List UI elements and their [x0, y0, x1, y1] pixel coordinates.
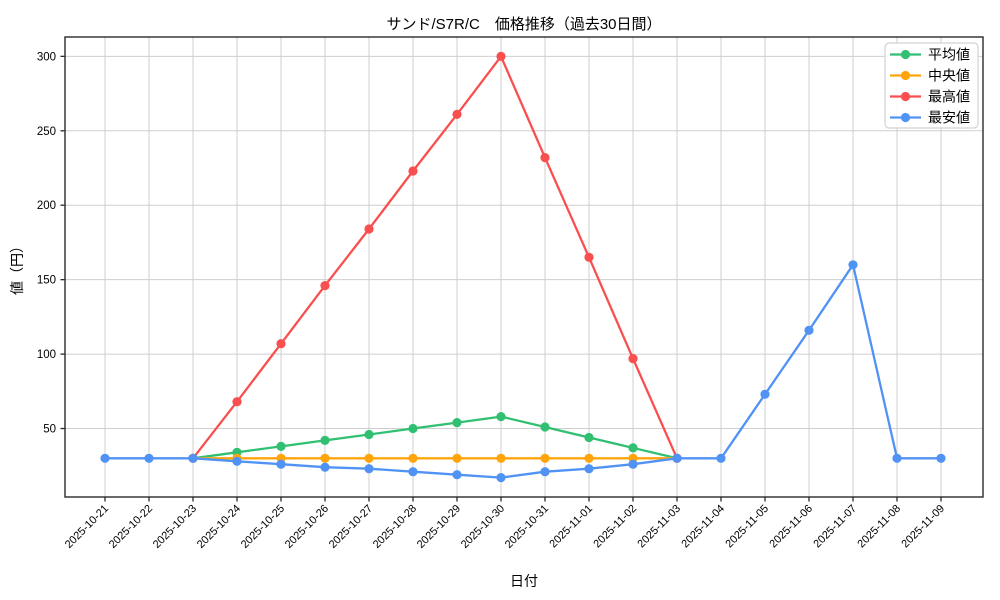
- series-avg-point: [628, 443, 638, 453]
- series-min-point: [100, 453, 110, 463]
- series-median-point: [540, 453, 550, 463]
- series-min-point: [408, 467, 418, 477]
- series-min-point: [584, 464, 594, 474]
- series-max-point: [540, 153, 550, 163]
- x-axis-title: 日付: [510, 573, 538, 589]
- series-avg-point: [320, 435, 330, 445]
- series-min-point: [760, 389, 770, 399]
- x-tick-label: 2025-10-23: [151, 503, 199, 551]
- y-tick-label: 200: [37, 200, 56, 212]
- series-max-point: [496, 51, 506, 62]
- series-min-point: [496, 473, 506, 483]
- series-min-point: [936, 453, 946, 463]
- x-tick-label: 2025-10-21: [63, 503, 111, 551]
- x-tick-label: 2025-10-29: [415, 503, 463, 551]
- series-max-point: [628, 354, 638, 364]
- legend-label: 最高値: [928, 89, 970, 105]
- series-avg-point: [452, 418, 462, 428]
- series-min-point: [276, 459, 286, 469]
- series-max-point: [584, 252, 594, 262]
- x-tick-label: 2025-11-02: [591, 503, 639, 551]
- series-min-point: [144, 453, 154, 463]
- series-max-point: [276, 339, 286, 349]
- x-tick-label: 2025-11-09: [899, 503, 947, 551]
- y-tick-label: 300: [37, 51, 56, 63]
- legend-label: 中央値: [928, 68, 970, 84]
- series-max-point: [320, 281, 330, 291]
- series-min-point: [364, 464, 374, 474]
- series-max-point: [232, 397, 242, 407]
- series-max-point: [452, 109, 462, 119]
- y-axis-title: 値（円）: [9, 239, 25, 295]
- x-tick-label: 2025-10-30: [459, 503, 507, 551]
- x-tick-label: 2025-10-22: [107, 503, 155, 551]
- y-tick-label: 150: [37, 275, 56, 287]
- legend-box: [884, 42, 979, 129]
- series-min-point: [540, 467, 550, 477]
- series-median-point: [320, 453, 330, 463]
- y-tick-label: 50: [43, 424, 56, 436]
- legend-item-avg: 平均値: [890, 47, 970, 63]
- series-avg-point: [276, 441, 286, 451]
- y-tick-label: 250: [37, 126, 56, 138]
- legend-label: 最安値: [928, 110, 970, 126]
- series-min-point: [628, 459, 638, 469]
- series-median-point: [364, 453, 374, 463]
- series-max-point: [364, 224, 374, 234]
- x-tick-label: 2025-11-06: [767, 503, 815, 551]
- series-avg-point: [408, 423, 418, 434]
- x-tick-label: 2025-10-24: [195, 503, 243, 551]
- series-avg-line: [191, 415, 679, 460]
- series-min-point: [320, 462, 330, 472]
- series-avg-point: [540, 422, 550, 432]
- x-tick-label: 2025-10-26: [283, 503, 331, 551]
- series-avg-point: [496, 412, 506, 422]
- series-min-point: [232, 456, 242, 466]
- x-tick-label: 2025-10-27: [327, 503, 375, 551]
- series-min-line: [103, 263, 943, 479]
- series-min-point: [188, 453, 198, 463]
- series-max-line: [191, 55, 679, 460]
- series-median-point: [496, 453, 506, 463]
- series-min-point: [716, 453, 726, 463]
- x-tick-label: 2025-11-07: [811, 503, 859, 551]
- series-avg-point: [364, 429, 374, 440]
- legend-swatch-marker: [900, 49, 911, 60]
- legend-item-max: 最高値: [890, 89, 970, 105]
- x-tick-label: 2025-11-04: [679, 503, 727, 551]
- legend-swatch-marker: [900, 112, 911, 123]
- legend-item-min: 最安値: [890, 110, 970, 126]
- chart-title: サンド/S7R/C 価格推移（過去30日間）: [386, 16, 662, 33]
- legend-label: 平均値: [928, 47, 970, 63]
- x-tick-label: 2025-11-08: [855, 503, 903, 551]
- series-min-point: [848, 260, 858, 270]
- x-tick-label: 2025-10-25: [239, 503, 287, 551]
- x-tick-label: 2025-10-28: [371, 503, 419, 551]
- series-avg-point: [584, 432, 594, 443]
- series-median-point: [584, 453, 594, 463]
- series-max-point: [408, 166, 418, 176]
- series-min-point: [804, 325, 814, 335]
- series-min-point: [892, 453, 902, 463]
- legend-item-median: 中央値: [890, 68, 970, 84]
- x-tick-label: 2025-11-03: [635, 503, 683, 551]
- y-tick-label: 100: [37, 349, 56, 361]
- plot-border: [64, 36, 984, 498]
- series-min-point: [672, 453, 682, 463]
- x-tick-label: 2025-11-05: [723, 503, 771, 551]
- series-min-point: [452, 470, 462, 480]
- legend-swatch-marker: [900, 70, 911, 81]
- series-median-point: [408, 453, 418, 463]
- x-tick-label: 2025-11-01: [547, 503, 595, 551]
- legend-swatch-marker: [900, 91, 911, 102]
- series-median-point: [452, 453, 462, 463]
- x-tick-label: 2025-10-31: [503, 503, 551, 551]
